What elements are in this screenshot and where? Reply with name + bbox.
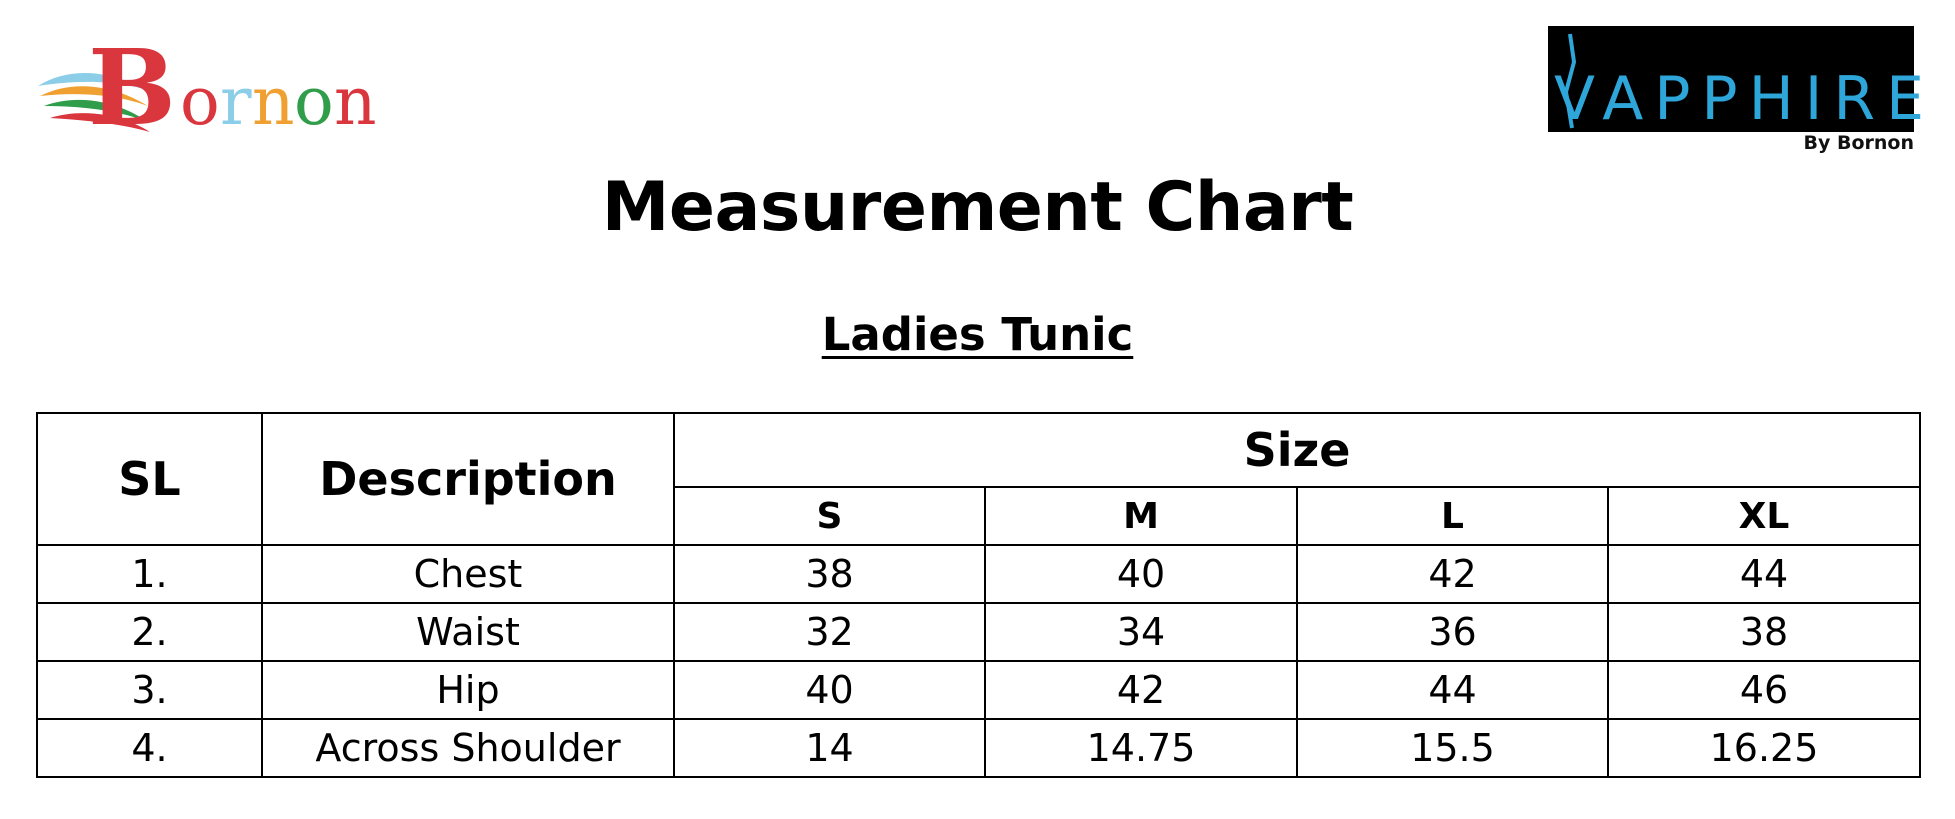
svg-text:o: o: [180, 63, 220, 138]
cell-value: 36: [1296, 602, 1609, 662]
header-size-l: L: [1296, 486, 1609, 546]
cell-value: 14.75: [984, 718, 1298, 778]
cell-value: 32: [673, 602, 986, 662]
cell-value: 40: [673, 660, 986, 720]
cell-value: 15.5: [1296, 718, 1609, 778]
cell-value: 46: [1607, 660, 1921, 720]
measurement-table: SL Description Size S M L XL 1. Chest 38…: [36, 412, 1921, 778]
cell-value: 42: [1296, 544, 1609, 604]
cell-sl: 2.: [36, 602, 263, 662]
table-row: 1. Chest 38 40 42 44: [36, 544, 1921, 604]
page-subtitle: Ladies Tunic: [821, 308, 1134, 361]
header-size-s: S: [673, 486, 986, 546]
cell-value: 44: [1607, 544, 1921, 604]
bornon-logo: B o r n o n: [36, 26, 426, 149]
header-size-xl: XL: [1607, 486, 1921, 546]
header-sl: SL: [36, 412, 263, 546]
cell-sl: 4.: [36, 718, 263, 778]
cell-value: 38: [1607, 602, 1921, 662]
sapphire-tagline: By Bornon: [1803, 132, 1915, 154]
svg-text:r: r: [220, 63, 252, 138]
header-size-m: M: [984, 486, 1298, 546]
sapphire-wordmark: VAPPHIRE: [1554, 64, 1936, 134]
cell-value: 44: [1296, 660, 1609, 720]
cell-sl: 1.: [36, 544, 263, 604]
header-size-group: Size: [673, 412, 1921, 488]
svg-text:B: B: [88, 28, 176, 138]
cell-value: 14: [673, 718, 986, 778]
cell-description: Hip: [261, 660, 675, 720]
header-description: Description: [261, 412, 675, 546]
cell-value: 34: [984, 602, 1298, 662]
page-title: Measurement Chart: [601, 168, 1354, 247]
svg-text:n: n: [252, 63, 295, 138]
sapphire-logo: VAPPHIRE By Bornon: [1548, 26, 1936, 158]
cell-sl: 3.: [36, 660, 263, 720]
pen-nib-icon: [1563, 33, 1577, 129]
cell-value: 38: [673, 544, 986, 604]
cell-value: 16.25: [1607, 718, 1921, 778]
cell-description: Chest: [261, 544, 675, 604]
svg-text:o: o: [294, 63, 334, 138]
sapphire-logo-background: VAPPHIRE: [1548, 26, 1936, 134]
svg-text:n: n: [334, 63, 377, 138]
cell-description: Waist: [261, 602, 675, 662]
table-row: 2. Waist 32 34 36 38: [36, 602, 1921, 662]
table-row: 3. Hip 40 42 44 46: [36, 660, 1921, 720]
cell-description: Across Shoulder: [261, 718, 675, 778]
cell-value: 40: [984, 544, 1298, 604]
cell-value: 42: [984, 660, 1298, 720]
table-row: 4. Across Shoulder 14 14.75 15.5 16.25: [36, 718, 1921, 778]
